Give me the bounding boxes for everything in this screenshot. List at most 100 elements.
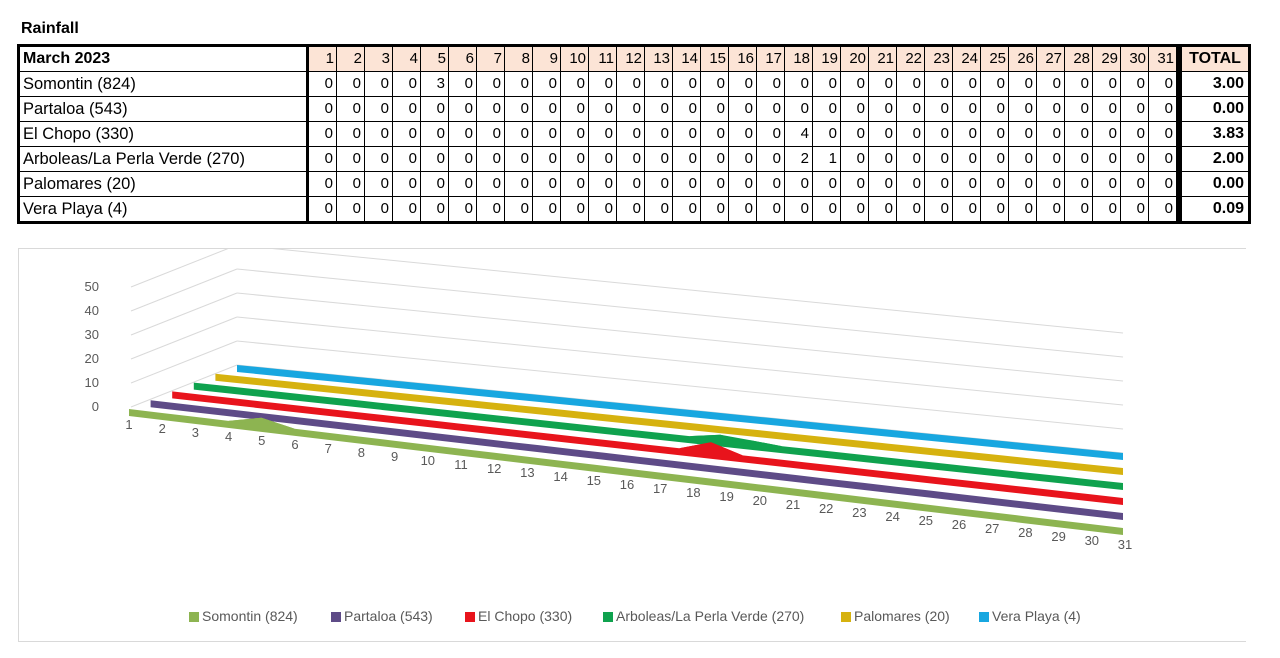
rainfall-cell: 0 — [1092, 146, 1121, 172]
gridline — [236, 292, 1124, 382]
rainfall-cell: 0 — [1008, 146, 1037, 172]
table-row: Partaloa (543) 0 0 0 0 0 0 0 0 0 0 0 0 0 0 0 0 0 0 0 0 0 0 0 0 0 0… — [18, 96, 1178, 122]
rainfall-cell: 0 — [448, 196, 477, 223]
rainfall-cell: 0 — [364, 121, 393, 147]
rainfall-cell: 0 — [1036, 121, 1065, 147]
day-header: 11 — [588, 45, 617, 72]
series-band — [172, 391, 1123, 505]
rainfall-cell: 0 — [448, 121, 477, 147]
total-row: 3.00 — [1180, 71, 1250, 97]
rainfall-cell: 0 — [812, 121, 841, 147]
series-band — [215, 373, 1123, 475]
rainfall-cell: 0 — [448, 146, 477, 172]
rainfall-cell: 0 — [728, 71, 757, 97]
legend-label: Vera Playa (4) — [992, 608, 1081, 624]
series-area — [215, 373, 1123, 475]
rainfall-cell: 0 — [756, 171, 785, 197]
day-header: 16 — [728, 45, 757, 72]
rainfall-cell: 0 — [392, 71, 421, 97]
rainfall-cell: 0 — [1148, 196, 1178, 223]
rainfall-cell: 0 — [756, 96, 785, 122]
rainfall-cell: 0 — [588, 71, 617, 97]
rainfall-cell: 0 — [952, 196, 981, 223]
x-tick-label: 25 — [919, 513, 933, 528]
x-tick-label: 9 — [391, 449, 398, 464]
rainfall-cell: 0 — [644, 71, 673, 97]
rainfall-cell: 0 — [952, 146, 981, 172]
gridline — [236, 340, 1124, 430]
rainfall-cell: 3 — [420, 71, 449, 97]
day-header: 30 — [1120, 45, 1149, 72]
location-name: Somontin (824) — [18, 71, 308, 97]
rainfall-cell: 0 — [306, 121, 337, 147]
rainfall-cell: 0 — [560, 71, 589, 97]
x-tick-label: 30 — [1085, 533, 1099, 548]
rainfall-cell: 0 — [1092, 196, 1121, 223]
rainfall-cell: 0 — [728, 96, 757, 122]
page-title: Rainfall — [21, 20, 79, 37]
rainfall-cell: 0 — [588, 121, 617, 147]
total-row: 0.00 — [1180, 171, 1250, 197]
rainfall-cell: 0 — [868, 71, 897, 97]
gridline — [130, 340, 238, 384]
legend-swatch — [603, 612, 613, 622]
rainfall-cell: 0 — [784, 96, 813, 122]
rainfall-cell: 0 — [784, 171, 813, 197]
day-header: 28 — [1064, 45, 1093, 72]
day-header: 3 — [364, 45, 393, 72]
rainfall-cell: 0 — [812, 96, 841, 122]
rainfall-cell: 0 — [504, 121, 533, 147]
rainfall-cell: 0 — [476, 121, 505, 147]
rainfall-cell: 0 — [896, 171, 925, 197]
rainfall-cell: 0 — [840, 96, 869, 122]
day-header: 6 — [448, 45, 477, 72]
rainfall-cell: 0 — [364, 196, 393, 223]
rainfall-cell: 0 — [672, 171, 701, 197]
x-axis: 1 2 3 4 5 6 7 8 9 10 11 12 13 14 15 16 17 18 19 20 21 22 23 24 2… — [125, 417, 1132, 552]
y-tick-label: 0 — [92, 399, 99, 414]
total-row: 3.83 — [1180, 121, 1250, 147]
rainfall-cell: 0 — [1064, 71, 1093, 97]
rainfall-cell: 0 — [476, 146, 505, 172]
rainfall-cell: 0 — [952, 121, 981, 147]
rainfall-cell: 0 — [840, 146, 869, 172]
rainfall-cell: 0 — [980, 146, 1009, 172]
rainfall-cell: 0 — [728, 146, 757, 172]
y-tick-label: 40 — [85, 303, 99, 318]
rainfall-cell: 0 — [1036, 146, 1065, 172]
rainfall-cell: 0 — [896, 146, 925, 172]
rainfall-cell: 0 — [812, 196, 841, 223]
rainfall-cell: 0 — [336, 96, 365, 122]
rainfall-cell: 0 — [980, 121, 1009, 147]
rainfall-cell: 0 — [306, 96, 337, 122]
rainfall-cell: 0 — [1148, 71, 1178, 97]
rainfall-cell: 0 — [756, 121, 785, 147]
x-tick-label: 7 — [325, 441, 332, 456]
day-header: 22 — [896, 45, 925, 72]
rainfall-cell: 0 — [560, 121, 589, 147]
rainfall-cell: 0 — [980, 96, 1009, 122]
rainfall-cell: 0 — [812, 171, 841, 197]
day-header: 31 — [1148, 45, 1178, 72]
series-band — [237, 365, 1123, 460]
rainfall-cell: 0 — [672, 96, 701, 122]
rainfall-cell: 0 — [306, 171, 337, 197]
rainfall-cell: 0 — [868, 121, 897, 147]
rainfall-cell: 0 — [1120, 146, 1149, 172]
y-tick-label: 10 — [85, 375, 99, 390]
rainfall-cell: 0 — [1092, 71, 1121, 97]
day-header: 7 — [476, 45, 505, 72]
location-name: Palomares (20) — [18, 171, 308, 197]
rainfall-cell: 0 — [560, 196, 589, 223]
rainfall-cell: 0 — [812, 71, 841, 97]
rainfall-cell: 0 — [700, 171, 729, 197]
rainfall-cell: 0 — [616, 171, 645, 197]
x-tick-label: 22 — [819, 501, 833, 516]
rainfall-cell: 0 — [1036, 71, 1065, 97]
x-tick-label: 21 — [786, 497, 800, 512]
rainfall-cell: 0 — [924, 171, 953, 197]
rainfall-cell: 0 — [700, 96, 729, 122]
x-tick-label: 16 — [620, 477, 634, 492]
rainfall-cell: 0 — [336, 71, 365, 97]
rainfall-cell: 0 — [616, 71, 645, 97]
